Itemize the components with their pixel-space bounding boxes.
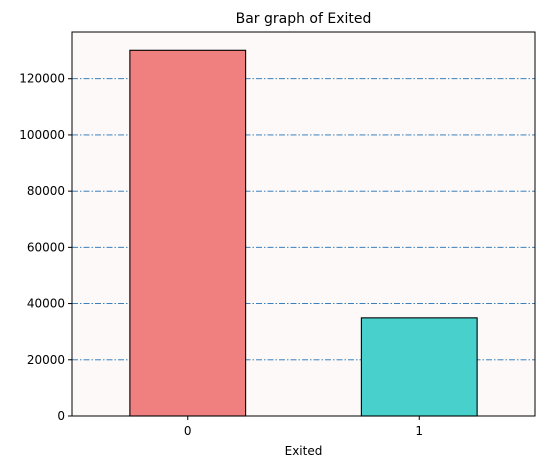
y-tick-label: 60000: [27, 240, 65, 254]
x-tick-label: 1: [415, 424, 423, 438]
chart-title: Bar graph of Exited: [236, 11, 372, 27]
y-tick-label: 20000: [27, 353, 65, 367]
bar-1: [360, 317, 478, 417]
x-tick-label: 0: [184, 424, 192, 438]
plot-frame: [71, 31, 536, 417]
y-tick-label: 80000: [27, 184, 65, 198]
y-tick-label: 100000: [19, 128, 65, 142]
bar-0: [129, 49, 247, 417]
x-axis-label: Exited: [285, 444, 323, 458]
y-tick-label: 40000: [27, 297, 65, 311]
y-axis: 0 20000 40000 60000 80000 100000 120000: [19, 72, 72, 423]
y-tick-label: 0: [57, 409, 65, 423]
y-tick-label: 120000: [19, 72, 65, 86]
